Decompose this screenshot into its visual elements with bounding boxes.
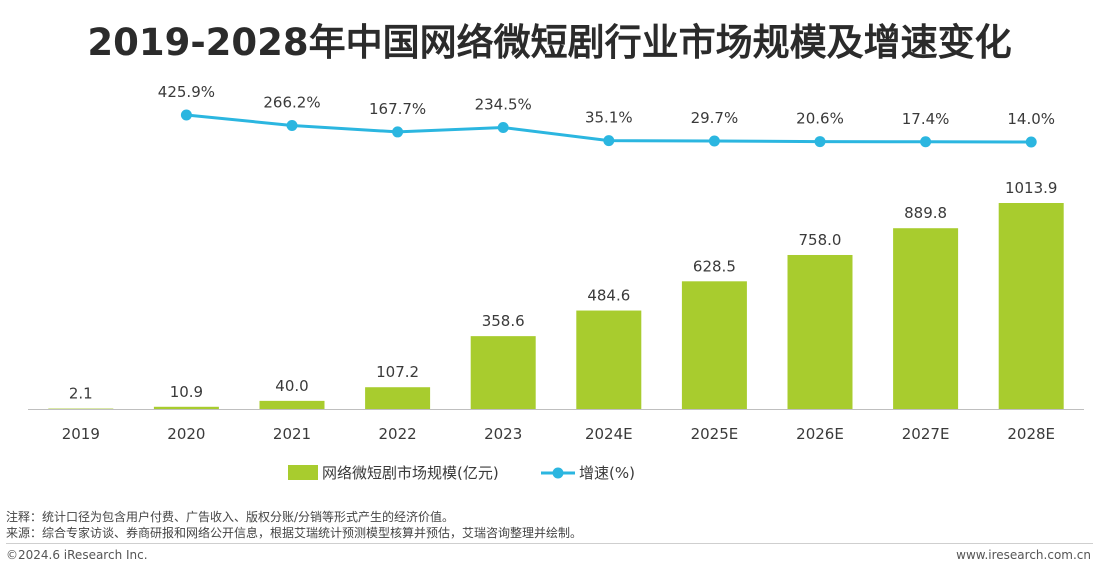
line-point-2024E xyxy=(603,135,615,147)
bar-2021 xyxy=(259,400,325,409)
bar-value-labels: 2.1 10.9 40.0 107.2 358.6 484.6 628.5 758.0 889.… xyxy=(69,179,1058,403)
bar-2027E xyxy=(893,228,959,409)
legend-bar-label: 网络微短剧市场规模(亿元) xyxy=(322,464,499,482)
line-series xyxy=(180,109,1037,148)
x-tick-2027E: 2027E xyxy=(902,425,950,443)
bar-label-2024E: 484.6 xyxy=(587,287,630,305)
line-label-2020: 425.9% xyxy=(158,83,215,101)
bar-2023 xyxy=(470,336,536,409)
line-point-2022 xyxy=(392,126,404,138)
bar-2020 xyxy=(153,406,219,409)
bar-label-2020: 10.9 xyxy=(170,383,203,401)
x-tick-2025E: 2025E xyxy=(691,425,739,443)
bar-label-2022: 107.2 xyxy=(376,363,419,381)
x-tick-2020: 2020 xyxy=(167,425,205,443)
bar-label-2023: 358.6 xyxy=(482,312,525,330)
x-tick-2021: 2021 xyxy=(273,425,311,443)
legend-line-label: 增速(%) xyxy=(579,464,635,482)
bar-label-2019: 2.1 xyxy=(69,385,93,403)
legend: 网络微短剧市场规模(亿元) 增速(%) xyxy=(288,464,635,482)
line-label-2023: 234.5% xyxy=(475,96,532,114)
note-text: 注释：统计口径为包含用户付费、广告收入、版权分账/分销等形式产生的经济价值。 xyxy=(6,510,455,524)
x-tick-2019: 2019 xyxy=(62,425,100,443)
line-label-2027E: 17.4% xyxy=(902,110,950,128)
line-point-2025E xyxy=(708,135,720,147)
line-point-2020 xyxy=(180,109,192,121)
footnotes: 注释：统计口径为包含用户付费、广告收入、版权分账/分销等形式产生的经济价值。 来… xyxy=(6,509,582,541)
bar-2022 xyxy=(365,387,431,409)
bar-label-2028E: 1013.9 xyxy=(1005,179,1058,197)
x-tick-2022: 2022 xyxy=(379,425,417,443)
legend-bar-swatch xyxy=(288,465,318,480)
x-tick-2028E: 2028E xyxy=(1007,425,1055,443)
x-tick-2026E: 2026E xyxy=(796,425,844,443)
bar-label-2025E: 628.5 xyxy=(693,257,736,275)
line-point-2028E xyxy=(1025,136,1037,148)
bar-label-2026E: 758.0 xyxy=(799,231,842,249)
line-label-2025E: 29.7% xyxy=(691,109,739,127)
line-label-2024E: 35.1% xyxy=(585,109,633,127)
line-label-2022: 167.7% xyxy=(369,100,426,118)
bar-2025E xyxy=(681,281,747,409)
bar-2028E xyxy=(998,203,1064,409)
legend-line-marker xyxy=(552,467,564,479)
line-label-2021: 266.2% xyxy=(263,93,320,111)
line-point-2023 xyxy=(497,122,509,134)
bar-2024E xyxy=(576,310,642,409)
chart-title: 2019-2028年中国网络微短剧行业市场规模及增速变化 xyxy=(87,21,1012,64)
x-tick-2023: 2023 xyxy=(484,425,522,443)
line-point-2026E xyxy=(814,136,826,148)
source-text: 来源：综合专家访谈、券商研报和网络公开信息，根据艾瑞统计预测模型核算并预估，艾瑞… xyxy=(6,526,583,540)
line-point-2021 xyxy=(286,119,298,131)
line-point-2027E xyxy=(920,136,932,148)
bar-label-2021: 40.0 xyxy=(275,377,308,395)
line-label-2026E: 20.6% xyxy=(796,110,844,128)
bar-label-2027E: 889.8 xyxy=(904,204,947,222)
footer-divider xyxy=(6,543,1093,544)
copyright-text: ©2024.6 iResearch Inc. xyxy=(6,548,148,562)
bar-series xyxy=(48,203,1064,410)
x-tick-labels: 2019 2020 2021 2022 2023 2024E 2025E 2026E 2027E… xyxy=(62,425,1055,443)
chart: 2.1 10.9 40.0 107.2 358.6 484.6 628.5 758.0 889.… xyxy=(28,83,1084,482)
x-tick-2024E: 2024E xyxy=(585,425,633,443)
line-label-2028E: 14.0% xyxy=(1007,110,1055,128)
website-link: www.iresearch.com.cn xyxy=(956,548,1091,562)
line-value-labels: 425.9% 266.2% 167.7% 234.5% 35.1% 29.7% 20.6% 1… xyxy=(158,83,1055,128)
bar-2026E xyxy=(787,254,853,409)
bar-2019 xyxy=(48,408,114,410)
